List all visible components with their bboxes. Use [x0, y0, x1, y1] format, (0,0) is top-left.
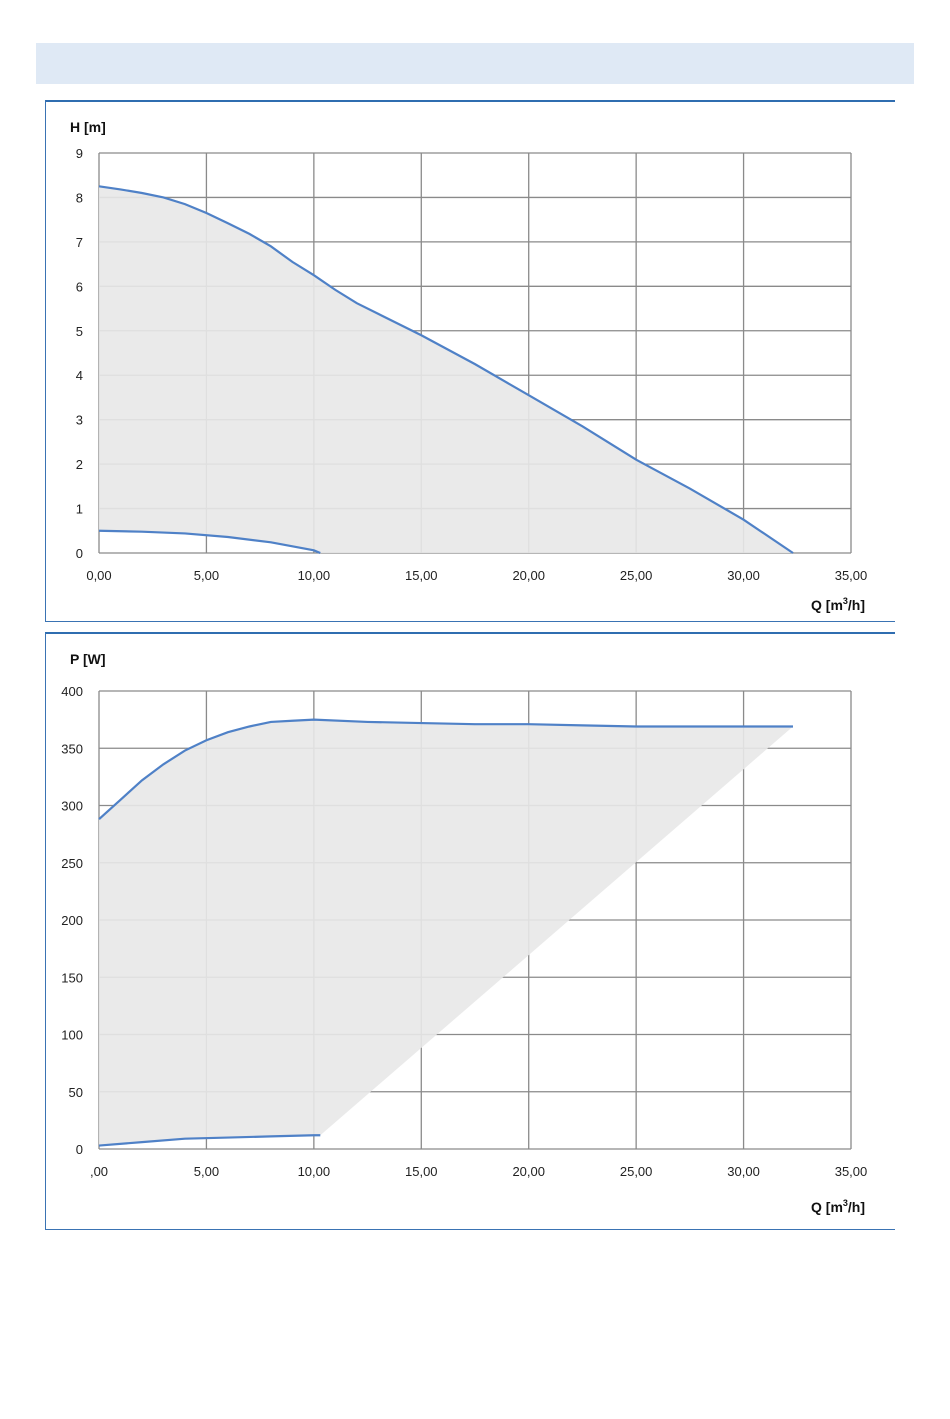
y-tick-label: 50 [69, 1085, 83, 1100]
y-tick-label: 0 [76, 1142, 83, 1157]
max-curve-line [98, 185, 794, 554]
x-tick-label: 35,00 [835, 1164, 868, 1179]
y-tick-label: 1 [76, 502, 83, 517]
operating-area-fill [99, 719, 793, 1146]
x-tick-label: 15,00 [405, 1164, 438, 1179]
x-tick-label: 5,00 [194, 1164, 219, 1179]
operating-area-fill [99, 186, 793, 553]
y-axis-label: H [m] [70, 119, 106, 135]
y-tick-label: 8 [76, 190, 83, 205]
y-axis-label: P [W] [70, 651, 106, 667]
x-tick-label: 35,00 [835, 568, 868, 583]
y-tick-label: 250 [61, 856, 83, 871]
y-tick-label: 2 [76, 457, 83, 472]
y-tick-label: 0 [76, 546, 83, 561]
head-chart-panel: 0,00 5,00 10,00 15,00 20,00 25,00 30,00 35,00 0… [45, 100, 895, 622]
x-tick-labels: 0,00 5,00 10,00 15,00 20,00 25,00 30,00 35,00 [86, 568, 867, 583]
x-tick-label: 25,00 [620, 568, 653, 583]
y-tick-label: 3 [76, 413, 83, 428]
max-curve-line [98, 718, 793, 821]
x-tick-label: 15,00 [405, 568, 438, 583]
y-tick-label: 350 [61, 741, 83, 756]
x-tick-label: 10,00 [298, 568, 331, 583]
y-tick-label: 4 [76, 368, 83, 383]
y-tick-labels: 0 1 2 3 4 5 6 7 8 9 [76, 146, 83, 561]
x-tick-label: 5,00 [194, 568, 219, 583]
x-tick-label: 30,00 [727, 1164, 760, 1179]
y-tick-label: 150 [61, 970, 83, 985]
x-tick-labels: ,00 5,00 10,00 15,00 20,00 25,00 30,00 35,00 [90, 1164, 867, 1179]
x-tick-label: 10,00 [298, 1164, 331, 1179]
y-tick-label: 6 [76, 279, 83, 294]
x-tick-label: 20,00 [512, 1164, 545, 1179]
y-tick-label: 400 [61, 684, 83, 699]
min-curve-line [98, 529, 321, 555]
x-tick-label: 30,00 [727, 568, 760, 583]
x-tick-label: 25,00 [620, 1164, 653, 1179]
head-chart: 0,00 5,00 10,00 15,00 20,00 25,00 30,00 35,00 0… [70, 119, 867, 613]
y-tick-label: 100 [61, 1028, 83, 1043]
x-tick-label: 0,00 [86, 568, 111, 583]
y-tick-label: 5 [76, 324, 83, 339]
x-axis-label: Q [m3/h] [811, 1198, 865, 1215]
power-chart: ,00 5,00 10,00 15,00 20,00 25,00 30,00 35,00 0 5… [61, 651, 867, 1215]
y-tick-label: 9 [76, 146, 83, 161]
min-curve-line [98, 1134, 321, 1147]
x-tick-label: 20,00 [512, 568, 545, 583]
y-tick-label: 200 [61, 913, 83, 928]
y-tick-labels: 0 50 100 150 200 250 300 350 400 [61, 684, 83, 1157]
x-tick-label: ,00 [90, 1164, 108, 1179]
y-tick-label: 300 [61, 799, 83, 814]
x-axis-label: Q [m3/h] [811, 596, 865, 613]
header-band [36, 43, 914, 84]
y-tick-label: 7 [76, 235, 83, 250]
power-chart-panel: ,00 5,00 10,00 15,00 20,00 25,00 30,00 35,00 0 5… [45, 632, 895, 1230]
